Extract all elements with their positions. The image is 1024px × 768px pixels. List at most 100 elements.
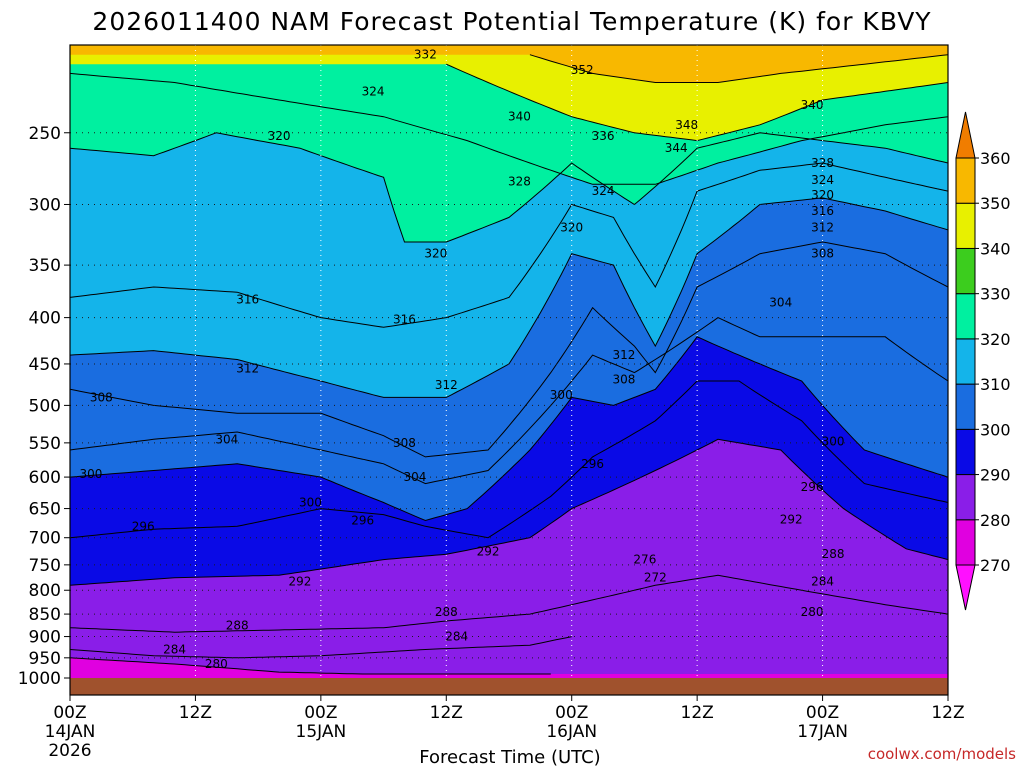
contour-label: 304 — [769, 296, 792, 310]
contour-label: 320 — [268, 129, 291, 143]
contour-label: 308 — [613, 372, 636, 386]
contour-label: 288 — [226, 618, 249, 632]
colorbar-band-290 — [955, 428, 976, 476]
contour-label: 292 — [477, 545, 500, 559]
contour-label: 296 — [132, 519, 155, 533]
contour-label: 308 — [90, 390, 113, 404]
colorbar-top-arrow — [955, 111, 976, 159]
colorbar-band-330 — [955, 247, 976, 295]
y-tick-label: 300 — [29, 195, 61, 215]
y-tick-label: 850 — [29, 605, 61, 625]
colorbar-bottom-arrow — [955, 564, 976, 611]
colorbar-band-300 — [955, 383, 976, 430]
colorbar-label: 310 — [980, 375, 1011, 394]
colorbar-label: 280 — [980, 511, 1011, 530]
contour-label: 312 — [435, 378, 458, 392]
contour-label: 332 — [414, 48, 437, 62]
field-band-352 — [70, 45, 948, 83]
contour-label: 352 — [571, 63, 594, 77]
y-axis: 250 300 350 400 450 500 550 600 650 700 750 800 850 9… — [18, 124, 70, 689]
contour-label: 316 — [236, 293, 259, 307]
credit-text: coolwx.com/models — [868, 745, 1016, 763]
contour-label: 308 — [393, 436, 416, 450]
y-tick-label: 550 — [29, 434, 61, 454]
x-tick-label: 00Z — [806, 703, 839, 723]
contour-label: 312 — [236, 361, 259, 375]
x-tick-label: 12Z — [681, 703, 714, 723]
contour-label: 304 — [403, 470, 426, 484]
isentrope-352 — [529, 54, 948, 83]
colorbar-band-320 — [955, 293, 976, 340]
contour-label: 320 — [811, 188, 834, 202]
contour-label: 296 — [351, 513, 374, 527]
isentrope-320 — [70, 132, 948, 243]
contour-label: 284 — [811, 574, 834, 588]
isentrope-292 — [70, 438, 948, 586]
contour-label: 324 — [362, 84, 385, 98]
chart-title: 2026011400 NAM Forecast Potential Temper… — [92, 7, 931, 36]
y-tick-label: 500 — [29, 396, 61, 416]
colorbar-label: 300 — [980, 420, 1011, 439]
contour-label: 300 — [550, 388, 573, 402]
y-tick-label: 1000 — [18, 669, 61, 689]
isentrope-288 — [70, 574, 948, 633]
x-tick-label: 12Z — [430, 703, 463, 723]
colorbar-band-270 — [955, 519, 976, 566]
contour-label: 292 — [780, 512, 803, 526]
contour-label: 296 — [801, 480, 824, 494]
x-tick-date: 15JAN — [296, 722, 347, 742]
isentrope-316 — [70, 162, 948, 328]
contour-label: 316 — [811, 204, 834, 218]
contour-label: 336 — [592, 129, 615, 143]
temperature-field — [70, 45, 948, 695]
x-tick-label: 00Z — [53, 703, 86, 723]
colorbar-band-280 — [955, 474, 976, 521]
x-tick-date: 17JAN — [797, 722, 848, 742]
contour-label: 320 — [560, 220, 583, 234]
contour-label: 316 — [393, 313, 416, 327]
contour-label: 340 — [508, 110, 531, 124]
colorbar-band-340 — [955, 202, 976, 249]
colorbar-band-310 — [955, 338, 976, 385]
y-tick-label: 900 — [29, 628, 61, 648]
colorbar: 270 280 290 300 310 320 330 340 350 360 — [955, 111, 1011, 611]
y-tick-label: 350 — [29, 256, 61, 276]
x-tick-date: 14JAN — [45, 722, 96, 742]
y-tick-label: 600 — [29, 468, 61, 488]
grid-lines — [70, 45, 948, 678]
y-tick-label: 700 — [29, 529, 61, 549]
contour-label: 288 — [822, 547, 845, 561]
isentrope-308 — [70, 241, 948, 458]
contour-label: 284 — [445, 630, 468, 644]
x-tick-label: 00Z — [555, 703, 588, 723]
contour-label: 284 — [163, 642, 186, 656]
colorbar-label: 350 — [980, 194, 1011, 213]
y-tick-label: 250 — [29, 124, 61, 144]
contour-labels: 3323243203523403363483443403283243283243… — [79, 48, 844, 671]
plot-frame — [69, 44, 949, 696]
contour-label: 344 — [665, 141, 688, 155]
colorbar-label: 340 — [980, 239, 1011, 258]
x-tick-label: 12Z — [179, 703, 212, 723]
contour-label: 300 — [822, 434, 845, 448]
isentrope-304 — [70, 317, 948, 485]
y-tick-label: 650 — [29, 500, 61, 520]
y-tick-label: 450 — [29, 355, 61, 375]
contour-label: 272 — [644, 571, 667, 585]
contour-label: 328 — [508, 175, 531, 189]
y-tick-label: 750 — [29, 556, 61, 576]
ground-terrain — [70, 678, 948, 695]
contour-label: 312 — [811, 220, 834, 234]
contour-label: 340 — [801, 98, 824, 112]
x-tick-label: 12Z — [931, 703, 964, 723]
y-tick-label: 400 — [29, 309, 61, 329]
x-tick-year: 2026 — [48, 741, 91, 761]
colorbar-label: 330 — [980, 285, 1011, 304]
y-tick-label: 800 — [29, 581, 61, 601]
contour-label: 324 — [592, 184, 615, 198]
colorbar-label: 290 — [980, 466, 1011, 485]
colorbar-label: 320 — [980, 330, 1011, 349]
contour-label: 292 — [288, 574, 311, 588]
isentrope-300 — [70, 336, 948, 522]
contour-label: 324 — [811, 173, 834, 187]
